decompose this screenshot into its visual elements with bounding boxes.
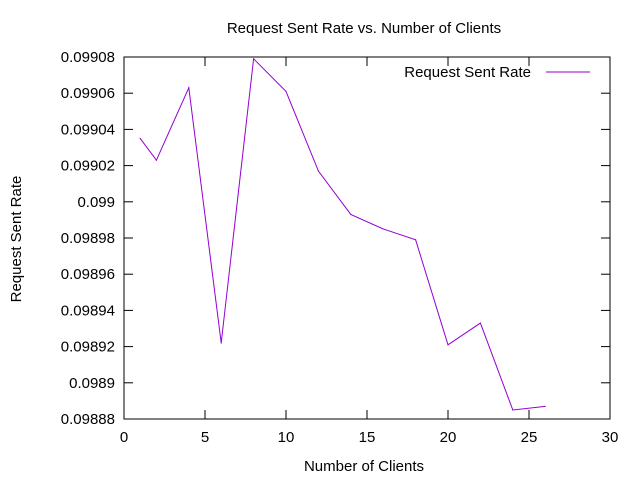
data-point [285,90,287,92]
data-point [253,58,255,60]
x-tick-label: 25 [521,429,538,446]
x-tick-label: 20 [440,429,457,446]
y-tick-label: 0.09892 [61,339,115,356]
y-tick-label: 0.0989 [69,375,115,392]
x-axis-label: Number of Clients [304,458,424,475]
data-point [155,159,157,161]
data-point [415,239,417,241]
series-group [139,57,546,411]
axis-ticks [123,56,611,420]
y-tick-label: 0.09908 [61,49,115,66]
legend-label: Request Sent Rate [404,64,531,81]
plot-frame [123,56,611,420]
x-tick-label: 0 [120,429,128,446]
data-point [188,87,190,89]
y-axis-label: Request Sent Rate [8,176,25,303]
data-point [382,228,384,230]
y-tick-label: 0.09888 [61,411,115,428]
y-tick-label: 0.09894 [61,302,115,319]
x-tick-label: 15 [359,429,376,446]
y-tick-label: 0.09896 [61,266,115,283]
data-point [447,344,449,346]
y-tick-label: 0.09904 [61,121,115,138]
y-tick-label: 0.09898 [61,230,115,247]
y-tick-label: 0.099 [77,194,115,211]
chart-title: Request Sent Rate vs. Number of Clients [227,20,501,37]
tick-labels: 0 5 10 15 20 25 30 0.09888 0.0989 0.09892 0.09894 0… [61,49,619,446]
x-tick-label: 10 [278,429,295,446]
legend: Request Sent Rate [404,64,590,81]
y-tick-label: 0.09902 [61,158,115,175]
x-tick-label: 30 [602,429,619,446]
data-point [139,137,141,140]
data-point [544,405,546,407]
series-line [139,57,546,411]
data-point [350,213,352,216]
data-point [512,409,514,411]
y-tick-label: 0.09906 [61,85,115,102]
x-tick-label: 5 [201,429,209,446]
data-point [479,322,481,324]
data-point [317,170,319,172]
data-point [220,342,222,344]
